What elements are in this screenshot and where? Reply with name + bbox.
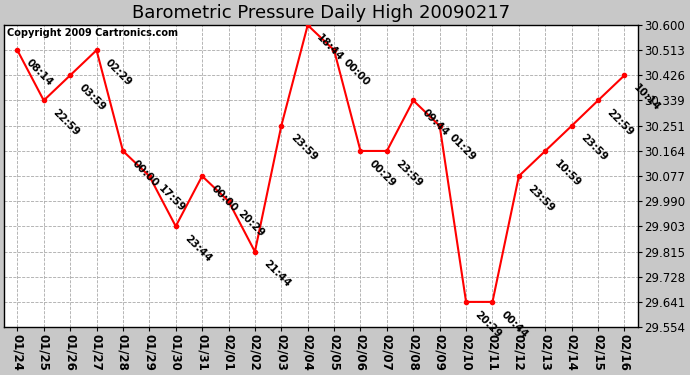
Title: Barometric Pressure Daily High 20090217: Barometric Pressure Daily High 20090217: [132, 4, 510, 22]
Text: 01:29: 01:29: [446, 133, 477, 163]
Text: 20:29: 20:29: [235, 208, 266, 238]
Text: 18:44: 18:44: [315, 32, 345, 63]
Text: 00:00: 00:00: [209, 183, 239, 213]
Text: 00:00: 00:00: [341, 57, 371, 88]
Text: 10:59: 10:59: [552, 158, 582, 188]
Text: 23:44: 23:44: [183, 233, 213, 264]
Text: 22:59: 22:59: [50, 107, 81, 138]
Text: 00:29: 00:29: [368, 158, 398, 188]
Text: 23:59: 23:59: [526, 183, 556, 213]
Text: 21:44: 21:44: [262, 259, 293, 289]
Text: 17:59: 17:59: [156, 183, 187, 213]
Text: 23:59: 23:59: [288, 133, 319, 163]
Text: 03:59: 03:59: [77, 82, 108, 112]
Text: 22:59: 22:59: [605, 107, 635, 138]
Text: 10:14: 10:14: [631, 82, 662, 113]
Text: 23:59: 23:59: [579, 133, 609, 163]
Text: Copyright 2009 Cartronics.com: Copyright 2009 Cartronics.com: [8, 28, 178, 38]
Text: 20:29: 20:29: [473, 309, 504, 339]
Text: 02:29: 02:29: [104, 57, 134, 88]
Text: 00:44: 00:44: [500, 309, 530, 339]
Text: 08:14: 08:14: [24, 57, 55, 88]
Text: 00:00: 00:00: [130, 158, 160, 188]
Text: 23:59: 23:59: [394, 158, 424, 188]
Text: 09:44: 09:44: [420, 107, 451, 138]
